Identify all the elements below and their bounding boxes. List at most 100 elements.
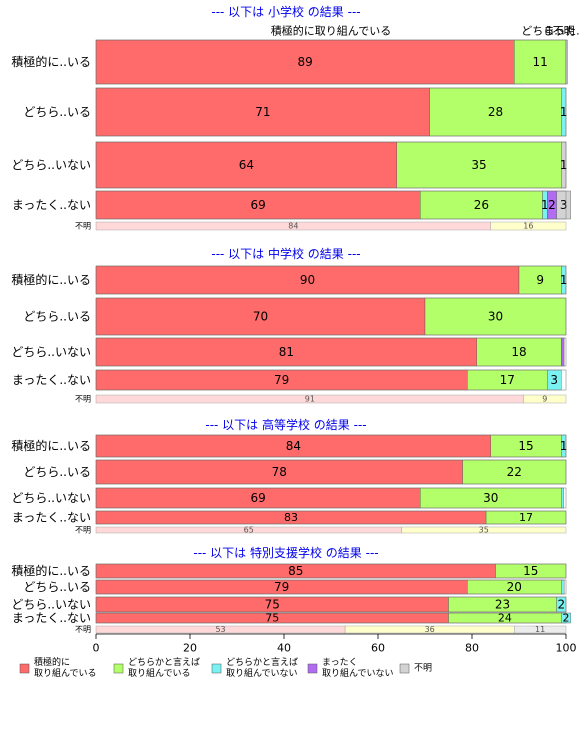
bar-segment-1-0-0 bbox=[95, 265, 520, 295]
data-label-0-3-3: 2 bbox=[548, 198, 556, 212]
data-label-3-3-0: 75 bbox=[265, 612, 279, 625]
bar-outline-0-0 bbox=[95, 39, 567, 85]
bar-outline-3-3 bbox=[95, 612, 567, 624]
data-label-2-1-0: 78 bbox=[272, 465, 287, 479]
row-label-2-3: まったく..ない bbox=[12, 511, 91, 525]
unknown-value-3-2: 11 bbox=[535, 625, 545, 634]
data-label-3-3-1: 24 bbox=[498, 612, 512, 625]
data-label-3-1-0: 79 bbox=[274, 580, 289, 594]
x-tick-label-5: 100 bbox=[556, 642, 577, 655]
row-label-3-0: 積極的に..いる bbox=[11, 563, 91, 578]
data-label-2-0-1: 15 bbox=[518, 439, 533, 453]
legend-text-1-0: どちらかと言えば bbox=[128, 656, 200, 668]
bar-segment-1-2-1 bbox=[476, 337, 562, 367]
top-label-1: どちら... bbox=[521, 25, 565, 38]
bar-outline-2-3 bbox=[95, 510, 567, 525]
unknown-segment-3-2 bbox=[514, 625, 567, 634]
row-label-3-3: まったく..ない bbox=[12, 611, 91, 625]
data-label-1-1-1: 30 bbox=[488, 310, 503, 324]
bar-outline-3-2 bbox=[95, 596, 567, 613]
legend-text-2-1: 取り組んでいない bbox=[226, 667, 298, 679]
legend-swatch-1 bbox=[113, 663, 124, 674]
panel-title-3: --- 以下は 特別支援学校 の結果 --- bbox=[193, 545, 378, 560]
bar-outline-2-0 bbox=[95, 434, 567, 458]
data-label-1-0-0: 90 bbox=[300, 273, 315, 287]
bar-outline-3-0 bbox=[95, 563, 567, 579]
unknown-value-0-0: 84 bbox=[288, 222, 298, 231]
data-label-2-2-0: 69 bbox=[251, 491, 266, 505]
data-label-1-2-1: 18 bbox=[511, 345, 526, 359]
unknown-label-2: 不明 bbox=[75, 526, 91, 535]
row-label-1-3: まったく..ない bbox=[12, 373, 91, 387]
bar-segment-0-3-0 bbox=[95, 190, 421, 220]
bar-segment-0-0-0 bbox=[95, 39, 515, 85]
bar-outline-2-2 bbox=[95, 487, 567, 509]
row-label-0-3: まったく..ない bbox=[12, 198, 91, 212]
bar-outline-2-1 bbox=[95, 459, 567, 485]
legend-text-3-0: まったく bbox=[322, 657, 358, 668]
data-label-1-3-1: 17 bbox=[500, 373, 515, 387]
x-tick-label-0: 0 bbox=[93, 642, 100, 655]
bar-outline-1-3 bbox=[95, 369, 567, 391]
unknown-segment-1-1 bbox=[523, 394, 567, 404]
bar-segment-1-1-0 bbox=[95, 297, 426, 336]
legend-text-2-0: どちらかと言えば bbox=[226, 656, 298, 668]
data-label-1-3-0: 79 bbox=[274, 373, 289, 387]
top-label-3: まった... bbox=[544, 25, 580, 38]
bar-outline-3-1 bbox=[95, 579, 567, 595]
legend-text-3-1: 取り組んでいない bbox=[322, 667, 394, 679]
panel-title-2: --- 以下は 高等学校 の結果 --- bbox=[205, 417, 366, 432]
unknown-segment-0-1 bbox=[490, 221, 567, 231]
row-label-1-1: どちら..いる bbox=[23, 310, 91, 324]
x-tick-label-3: 60 bbox=[371, 642, 385, 655]
data-label-3-2-1: 23 bbox=[495, 598, 510, 612]
bar-outline-1-2 bbox=[95, 337, 567, 367]
data-label-0-1-0: 71 bbox=[255, 105, 270, 119]
bar-segment-1-1-1 bbox=[424, 297, 567, 336]
row-label-0-1: どちら..いる bbox=[23, 105, 91, 119]
bar-segment-3-1-2 bbox=[561, 579, 565, 595]
data-label-2-3-0: 83 bbox=[284, 511, 298, 524]
legend-text-1-1: 取り組んでいる bbox=[128, 667, 191, 679]
unknown-label-1: 不明 bbox=[75, 395, 91, 404]
data-label-0-3-1: 26 bbox=[474, 198, 489, 212]
legend-swatch-3 bbox=[307, 663, 318, 674]
unknown-value-2-0: 65 bbox=[244, 526, 254, 535]
bar-segment-0-2-1 bbox=[396, 141, 562, 189]
data-label-3-2-0: 75 bbox=[265, 598, 280, 612]
data-label-1-1-0: 70 bbox=[253, 310, 268, 324]
legend-swatch-4 bbox=[399, 663, 410, 674]
row-label-0-0: 積極的に..いる bbox=[11, 54, 91, 69]
data-label-2-1-1: 22 bbox=[507, 465, 522, 479]
unknown-label-3: 不明 bbox=[75, 625, 91, 634]
data-label-3-0-1: 15 bbox=[523, 564, 538, 578]
unknown-value-1-0: 91 bbox=[305, 395, 315, 404]
data-label-0-0-1: 11 bbox=[533, 55, 548, 69]
unknown-value-3-0: 53 bbox=[215, 625, 225, 634]
row-label-1-2: どちら..いない bbox=[11, 345, 91, 359]
data-label-0-1-2: 1 bbox=[560, 105, 568, 119]
bar-outline-0-1 bbox=[95, 87, 567, 137]
data-label-3-1-1: 20 bbox=[507, 580, 522, 594]
x-tick-label-1: 20 bbox=[183, 642, 197, 655]
data-label-2-2-1: 30 bbox=[483, 491, 498, 505]
unknown-value-3-1: 36 bbox=[425, 625, 435, 634]
bar-segment-2-1-0 bbox=[95, 459, 463, 485]
row-label-0-2: どちら..いない bbox=[11, 158, 91, 172]
data-label-3-2-2: 2 bbox=[557, 598, 565, 612]
data-label-0-2-0: 64 bbox=[239, 158, 254, 172]
x-tick-label-4: 80 bbox=[465, 642, 479, 655]
legend-swatch-2 bbox=[211, 663, 222, 674]
data-label-0-0-0: 89 bbox=[298, 55, 313, 69]
bar-segment-2-1-1 bbox=[462, 459, 567, 485]
legend-text-0-1: 取り組んでいる bbox=[34, 667, 97, 679]
data-label-0-2-1: 35 bbox=[471, 158, 486, 172]
legend-swatch-0 bbox=[19, 663, 30, 674]
data-label-0-3-4: 3 bbox=[560, 198, 568, 212]
data-label-1-0-1: 9 bbox=[536, 273, 544, 287]
x-tick-label-2: 40 bbox=[277, 642, 291, 655]
bar-segment-2-2-2 bbox=[561, 487, 564, 509]
data-label-0-2-4: 1 bbox=[560, 158, 568, 172]
